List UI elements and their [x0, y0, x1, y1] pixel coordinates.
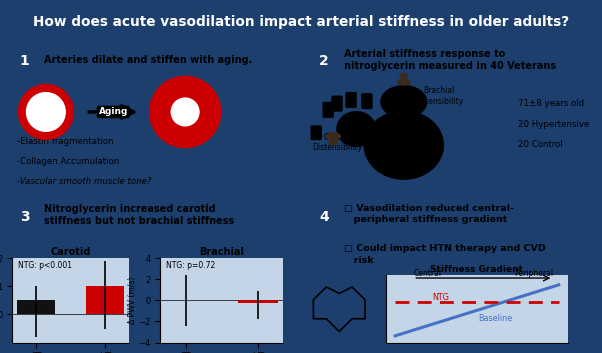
Bar — [309, 47, 338, 74]
Text: NTG: NTG — [432, 293, 449, 301]
Text: 20 Control: 20 Control — [518, 140, 563, 149]
Ellipse shape — [400, 73, 408, 78]
Ellipse shape — [329, 140, 338, 145]
Text: Baseline: Baseline — [478, 314, 512, 323]
Text: NTG: p=0.72: NTG: p=0.72 — [166, 262, 216, 270]
Title: Stiffness Gradient: Stiffness Gradient — [430, 265, 524, 274]
Text: 2: 2 — [319, 54, 329, 68]
Text: Brachial
Distensibility: Brachial Distensibility — [414, 86, 464, 106]
Circle shape — [149, 76, 221, 148]
Text: Peripheral: Peripheral — [514, 269, 553, 278]
Bar — [86, 286, 124, 315]
Ellipse shape — [397, 79, 410, 85]
Text: 20 Hypertensive: 20 Hypertensive — [518, 120, 589, 128]
Circle shape — [381, 86, 427, 118]
FancyBboxPatch shape — [361, 93, 373, 109]
Text: How does acute vasodilation impact arterial stiffness in older adults?: How does acute vasodilation impact arter… — [33, 15, 569, 29]
Bar — [309, 204, 338, 231]
Text: Carotid
Distensibility: Carotid Distensibility — [312, 133, 363, 152]
Text: 1: 1 — [20, 54, 29, 68]
Ellipse shape — [337, 112, 376, 146]
Text: 71±8 years old: 71±8 years old — [518, 99, 584, 108]
Bar — [10, 204, 39, 231]
FancyBboxPatch shape — [323, 102, 334, 118]
FancyBboxPatch shape — [311, 125, 322, 140]
Title: Carotid: Carotid — [51, 247, 91, 257]
Text: Aging: Aging — [99, 107, 128, 116]
Bar — [10, 47, 39, 74]
Bar — [238, 300, 278, 304]
Circle shape — [26, 92, 65, 131]
Text: 3: 3 — [20, 210, 29, 224]
Y-axis label: Δ PWV (m/s): Δ PWV (m/s) — [128, 277, 137, 324]
Text: 4: 4 — [319, 210, 329, 224]
Title: Brachial: Brachial — [199, 247, 244, 257]
Text: Arteries dilate and stiffen with aging.: Arteries dilate and stiffen with aging. — [45, 55, 253, 65]
Text: -Collagen Accumulation: -Collagen Accumulation — [16, 157, 119, 166]
Text: □ Could impact HTN therapy and CVD
   risk: □ Could impact HTN therapy and CVD risk — [344, 244, 545, 264]
Circle shape — [19, 85, 73, 139]
Text: -Elastin fragmentation: -Elastin fragmentation — [16, 137, 113, 146]
Text: NTG: p<0.001: NTG: p<0.001 — [18, 262, 72, 270]
Text: Central: Central — [414, 269, 441, 278]
Circle shape — [171, 98, 199, 126]
FancyBboxPatch shape — [331, 96, 343, 112]
Text: □ Vasodilation reduced central-
   peripheral stiffness gradient: □ Vasodilation reduced central- peripher… — [344, 204, 514, 224]
Text: Nitroglycerin increased carotid
stiffness but not brachial stiffness: Nitroglycerin increased carotid stiffnes… — [45, 204, 235, 226]
Text: -Vascular smooth muscle tone?: -Vascular smooth muscle tone? — [16, 177, 151, 186]
Ellipse shape — [364, 111, 443, 179]
Ellipse shape — [326, 133, 341, 140]
Text: Arterial stiffness response to
nitroglycerin measured in 40 Veterans: Arterial stiffness response to nitroglyc… — [344, 49, 556, 71]
Bar — [17, 300, 55, 315]
FancyBboxPatch shape — [346, 92, 357, 108]
